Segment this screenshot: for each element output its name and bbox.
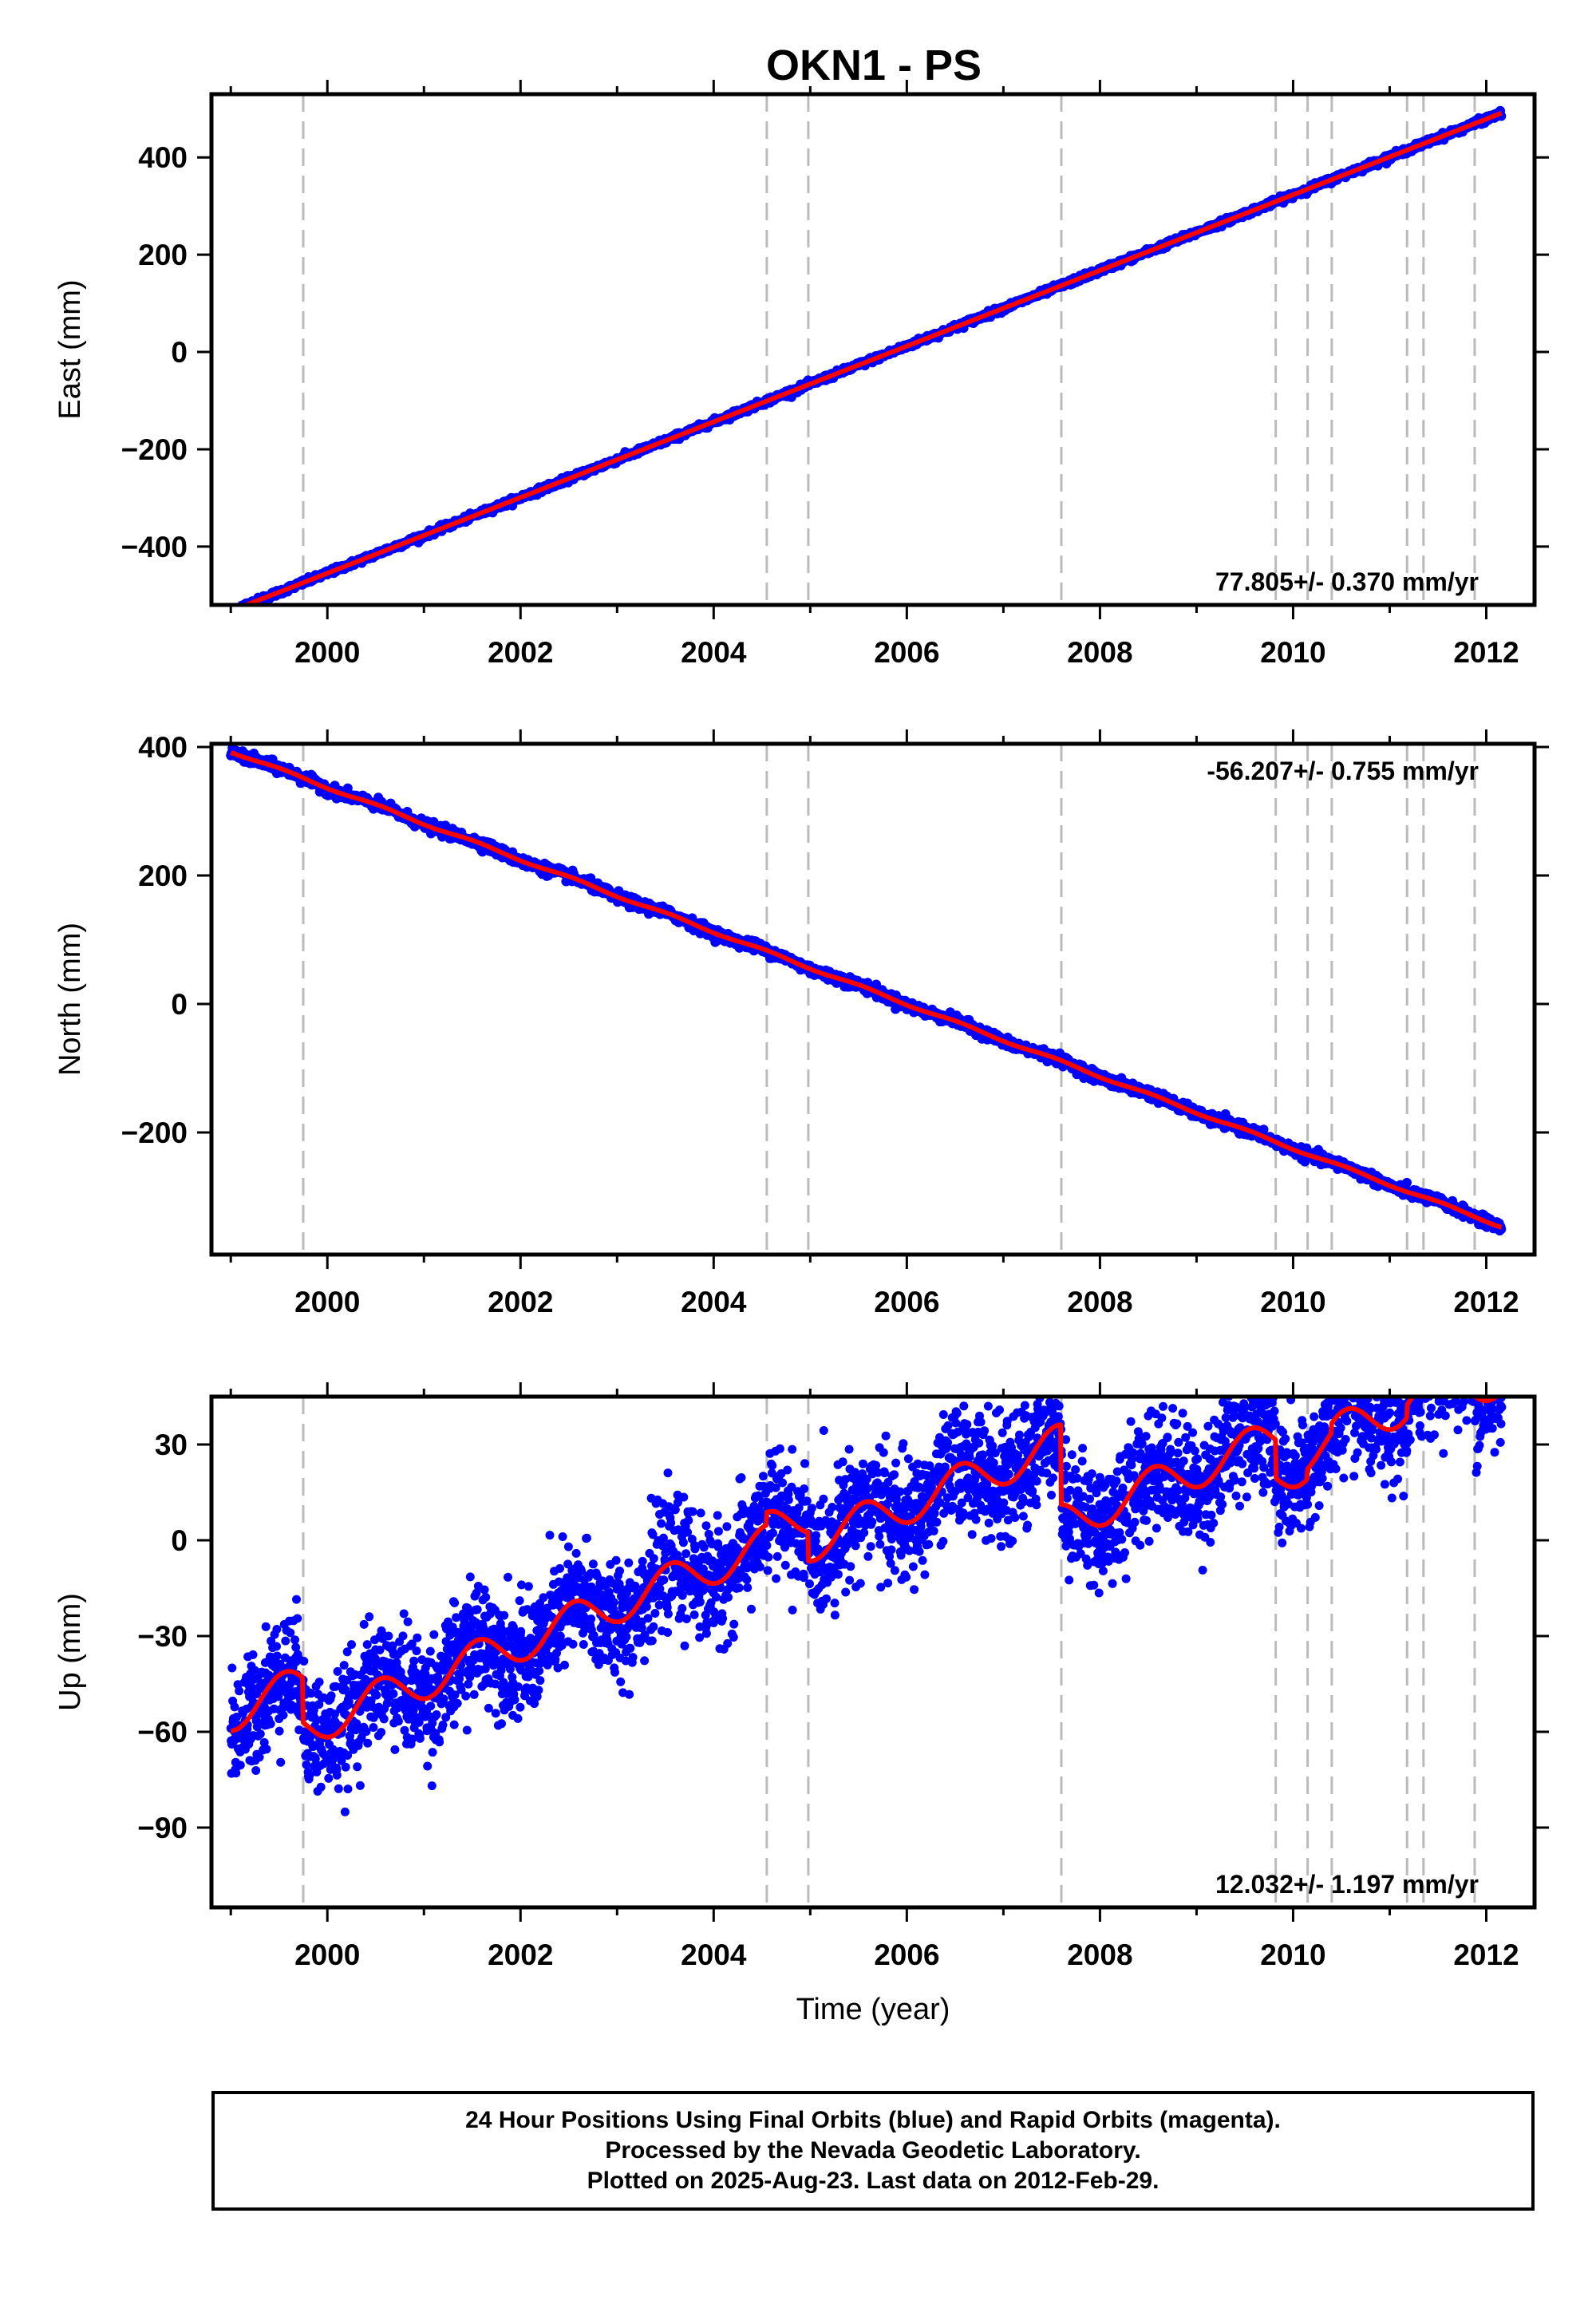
data-point bbox=[261, 1622, 271, 1631]
data-point bbox=[231, 607, 241, 617]
x-tick-label: 2004 bbox=[681, 636, 747, 669]
x-tick-label: 2012 bbox=[1453, 636, 1519, 669]
panel-east: 2000 2002 2004 2006 2008 2010 2012 −400 −200 0 200… bbox=[53, 80, 1549, 669]
panel-up: 2000 2002 2004 2006 2008 2010 2012−90−60−30030… bbox=[53, 1382, 1549, 2026]
x-tick-label: 2000 bbox=[294, 636, 360, 669]
x-tick-label: 2008 bbox=[1067, 1286, 1132, 1318]
y-tick-label: −200 bbox=[121, 1117, 188, 1149]
panel-north: 2000 2002 2004 2006 2008 2010 2012 −200 0 200 400 N… bbox=[53, 729, 1549, 1318]
data-point bbox=[251, 1766, 261, 1775]
y-tick-label: −400 bbox=[121, 531, 188, 563]
x-tick-label: 2006 bbox=[874, 636, 939, 669]
y-tick-label: 0 bbox=[171, 988, 188, 1021]
x-tick-label: 2010 bbox=[1260, 636, 1325, 669]
data-point bbox=[235, 1761, 245, 1770]
y-tick-label: 200 bbox=[138, 239, 188, 271]
x-tick-label: 2006 bbox=[874, 1286, 939, 1318]
x-tick-label: 2000 bbox=[294, 1286, 360, 1318]
plot-area-up bbox=[226, 1397, 1507, 1907]
model-line-north bbox=[229, 750, 1503, 1230]
rate-label: 77.805+/- 0.370 mm/yr bbox=[1215, 567, 1479, 596]
y-tick-label: 400 bbox=[138, 731, 188, 764]
data-point bbox=[227, 1663, 237, 1673]
axes-frame-east bbox=[209, 92, 1537, 607]
x-tick-label: 2010 bbox=[1260, 1286, 1325, 1318]
y-tick-label: −200 bbox=[121, 433, 188, 466]
x-tick-label: 2004 bbox=[681, 1286, 747, 1318]
x-tick-label: 2002 bbox=[488, 636, 553, 669]
x-tick-label: 2002 bbox=[488, 1286, 553, 1318]
x-tick-label: 2008 bbox=[1067, 636, 1132, 669]
model-line-east bbox=[239, 110, 1503, 605]
plot-area-east bbox=[229, 94, 1507, 617]
data-point bbox=[1402, 1177, 1412, 1188]
y-tick-label: 400 bbox=[138, 141, 188, 174]
data-points-up bbox=[226, 1397, 1507, 1816]
data-point bbox=[235, 1686, 244, 1696]
x-tick-label: 2012 bbox=[1453, 1286, 1519, 1318]
data-point bbox=[255, 1729, 265, 1739]
data-point bbox=[230, 1702, 239, 1712]
y-tick-label: 0 bbox=[171, 336, 188, 369]
data-point bbox=[248, 1650, 258, 1659]
data-point bbox=[262, 1745, 271, 1754]
y-tick-label: 200 bbox=[138, 860, 188, 892]
y-axis-label: North (mm) bbox=[53, 923, 87, 1076]
rate-label: -56.207+/- 0.755 mm/yr bbox=[1207, 757, 1479, 785]
y-axis-label: East (mm) bbox=[53, 279, 87, 419]
plot-area-north bbox=[226, 744, 1507, 1255]
figure-title: OKN1 - PS bbox=[766, 41, 982, 89]
